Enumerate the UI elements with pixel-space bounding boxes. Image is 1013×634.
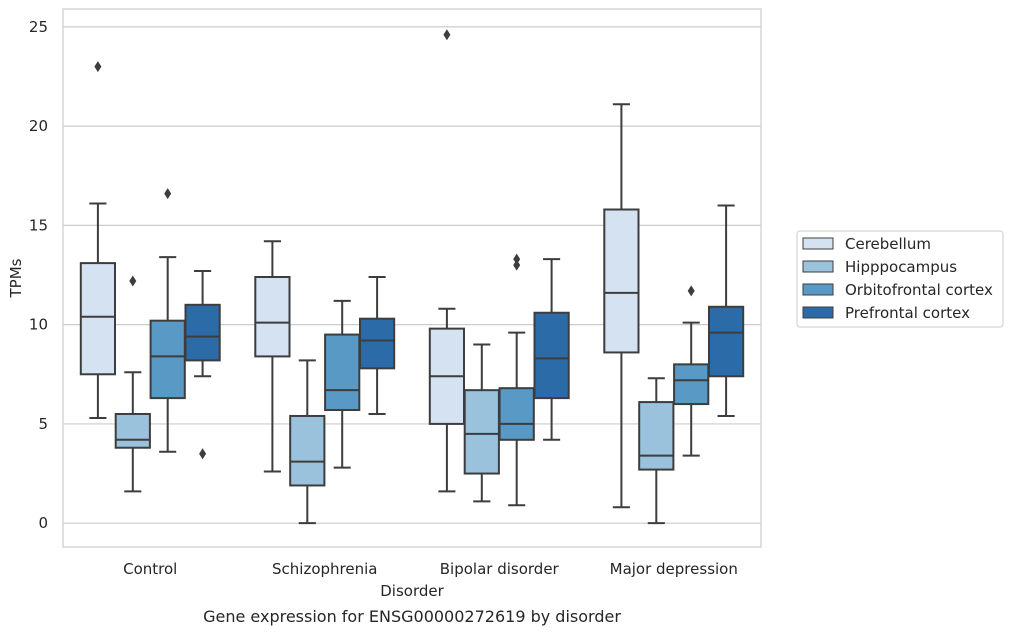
box-cerebellum (254, 240, 291, 473)
box-orbitofrontal-cortex (149, 188, 186, 453)
y-tick-label: 20 (29, 117, 48, 135)
box-body (707, 305, 745, 378)
y-tick-label: 25 (29, 18, 48, 36)
outlier-point (687, 285, 695, 297)
box-body (254, 276, 291, 358)
outlier-point (513, 259, 521, 271)
x-tick-label: Bipolar disorder (440, 560, 560, 578)
box-cerebellum (79, 61, 117, 419)
y-tick-label: 0 (38, 514, 48, 532)
box-body (603, 208, 640, 354)
box-body (463, 389, 500, 475)
legend-frame (796, 230, 1004, 328)
box-cerebellum (428, 29, 466, 493)
box-hipppocampus (463, 343, 500, 503)
chart-caption: Gene expression for ENSG00000272619 by d… (203, 607, 621, 626)
box-hipppocampus (114, 275, 151, 493)
box-body (324, 333, 361, 412)
outlier-point (513, 253, 521, 265)
legend-swatch (802, 283, 834, 296)
y-tick-label: 15 (29, 216, 48, 234)
box-prefrontal-cortex (707, 204, 745, 417)
legend-swatch (802, 306, 834, 319)
box-orbitofrontal-cortex (673, 285, 710, 457)
box-orbitofrontal-cortex (324, 299, 361, 469)
y-axis-title: TPMs (7, 258, 25, 298)
legend-swatch (802, 260, 834, 273)
outlier-point (94, 61, 102, 73)
x-tick-label: Major depression (610, 560, 738, 578)
box-orbitofrontal-cortex (498, 253, 535, 507)
box-body (79, 262, 117, 376)
y-tick-label: 5 (38, 415, 48, 433)
outlier-point (129, 275, 137, 287)
box-body (114, 412, 151, 449)
tick-layer: 0 5 10 15 20 25 Control Schizophrenia Bipolar di… (29, 18, 738, 578)
x-tick-label: Schizophrenia (272, 560, 377, 578)
box-body (533, 311, 570, 400)
box-cerebellum (603, 103, 640, 509)
y-tick-label: 10 (29, 316, 48, 334)
box-body (498, 387, 535, 441)
box-body (149, 319, 186, 400)
outlier-point (199, 448, 207, 460)
legend: Cerebellum Hipppocampus Orbitofrontal cort… (796, 230, 1004, 328)
outlier-point (443, 29, 451, 41)
box-prefrontal-cortex (184, 270, 221, 460)
box-prefrontal-cortex (533, 258, 570, 441)
legend-label: Cerebellum (845, 235, 931, 253)
box-hipppocampus (638, 377, 675, 525)
legend-label: Prefrontal cortex (845, 304, 970, 322)
box-prefrontal-cortex (358, 276, 396, 415)
box-layer (79, 29, 745, 525)
legend-swatch (802, 237, 834, 250)
x-axis-title: Disorder (380, 582, 444, 600)
box-hipppocampus (289, 359, 326, 525)
plot-frame (62, 8, 762, 548)
box-body (184, 303, 221, 362)
box-body (289, 414, 326, 487)
x-tick-label: Control (123, 560, 177, 578)
box-body (673, 363, 710, 406)
legend-label: Hipppocampus (845, 258, 957, 276)
box-body (638, 401, 675, 471)
legend-label: Orbitofrontal cortex (845, 281, 993, 299)
outlier-point (164, 188, 172, 200)
box-body (358, 317, 396, 370)
